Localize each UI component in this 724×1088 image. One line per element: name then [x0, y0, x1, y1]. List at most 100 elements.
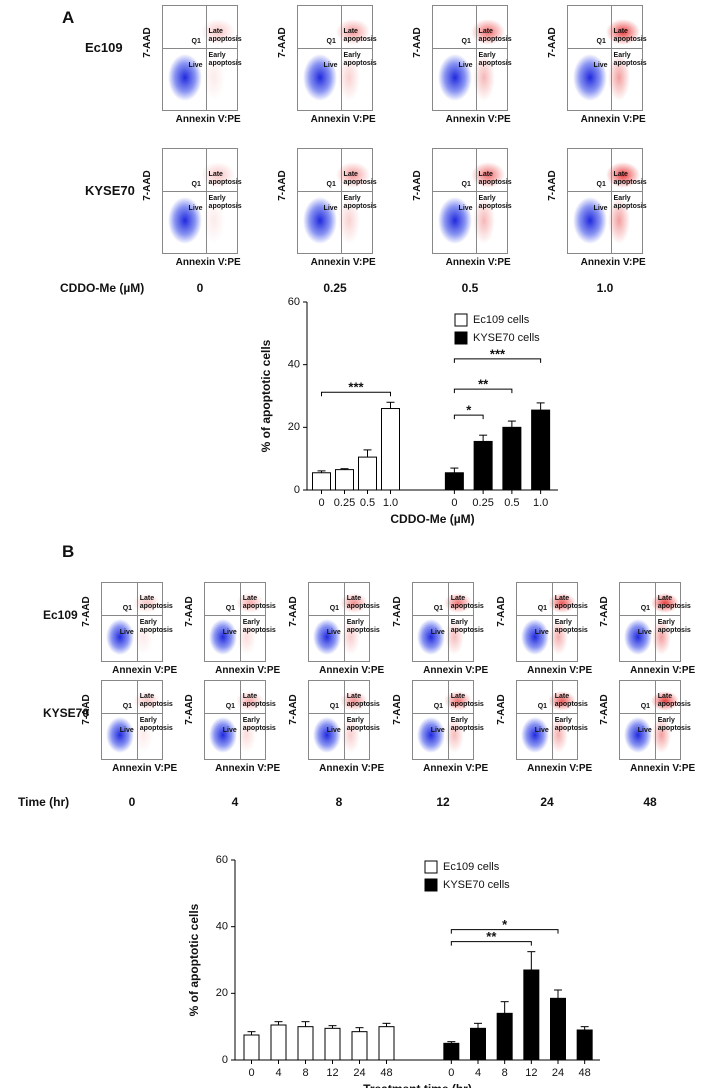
live-cloud	[416, 717, 445, 753]
y-tick-label: 20	[288, 421, 300, 433]
quadrant-line	[517, 713, 577, 714]
quadrant-line	[475, 6, 477, 110]
late-cloud	[471, 161, 506, 189]
quadrant-label: Late apoptosis	[554, 595, 588, 610]
live-cloud	[572, 196, 607, 245]
quadrant-label: Early apoptosis	[242, 619, 276, 634]
bar	[351, 1031, 368, 1061]
live-cloud	[520, 717, 549, 753]
scatter-plot: Q1 Late apoptosis Early apoptosis Live	[308, 582, 380, 662]
scatter-plot: Q1 Late apoptosis Early apoptosis Live	[162, 148, 242, 254]
row-label: KYSE70	[85, 182, 135, 198]
x-tick-label: 12	[326, 1067, 338, 1079]
quadrant-label: Late apoptosis	[450, 595, 484, 610]
quadrant-label: Late apoptosis	[613, 171, 647, 187]
quadrant-line	[298, 48, 372, 50]
legend-label: Ec109 cells	[473, 314, 530, 326]
row-label: Ec109	[85, 39, 123, 55]
quadrant-line	[568, 191, 642, 193]
quadrant-line	[517, 615, 577, 616]
quadrant-label: Late apoptosis	[657, 693, 691, 708]
quadrant-line	[343, 681, 345, 759]
late-cloud	[471, 18, 506, 46]
y-axis-label: 7-AAD	[183, 596, 195, 627]
quadrant-label: Late apoptosis	[346, 595, 380, 610]
quadrant-label: Live	[188, 205, 203, 213]
scatter-plot: Q1 Late apoptosis Early apoptosis Live	[516, 680, 588, 760]
y-axis-title: % of apoptotic cells	[259, 339, 273, 452]
condition: 12	[436, 795, 450, 809]
early-cloud	[237, 717, 256, 753]
quadrant-line	[309, 615, 369, 616]
live-cloud	[572, 53, 607, 102]
quadrant-line	[620, 713, 680, 714]
significance-label: *	[466, 403, 472, 418]
x-axis-label: Annexin V:PE	[112, 665, 178, 676]
quadrant-label: Live	[534, 629, 549, 636]
quadrant-label: Late apoptosis	[346, 693, 380, 708]
quadrant-label: Early apoptosis	[478, 195, 512, 211]
condition: 24	[540, 795, 554, 809]
late-cloud	[606, 18, 641, 46]
legend-swatch	[424, 860, 438, 874]
late-cloud	[133, 592, 161, 613]
bar	[550, 997, 566, 1061]
quadrant-label: Late apoptosis	[242, 595, 276, 610]
x-axis-label: Annexin V:PE	[175, 257, 241, 268]
late-cloud	[444, 690, 472, 711]
quadrant-line	[163, 191, 237, 193]
bar	[378, 1026, 395, 1061]
scatter-plot: Q1 Late apoptosis Early apoptosis Live	[432, 5, 512, 111]
x-tick-label: 24	[552, 1067, 564, 1079]
significance-bracket	[450, 929, 559, 934]
condition: 0.5	[461, 281, 479, 295]
x-tick-label: 24	[353, 1067, 365, 1079]
y-axis-label: 7-AAD	[141, 170, 153, 201]
early-cloud	[652, 717, 671, 753]
significance-label: ***	[348, 380, 364, 395]
scatter-plot: Q1 Late apoptosis Early apoptosis Live	[432, 148, 512, 254]
quadrant-label: Q1	[433, 605, 444, 612]
late-cloud	[606, 161, 641, 189]
scatter-plot: Q1 Late apoptosis Early apoptosis Live	[162, 5, 242, 111]
quadrant-label: Early apoptosis	[343, 52, 377, 68]
quadrant-label: Early apoptosis	[208, 195, 242, 211]
bar	[444, 472, 464, 491]
legend-swatch	[454, 313, 468, 327]
quadrant-label: Q1	[225, 703, 236, 710]
bar	[297, 1026, 314, 1061]
quadrant-label: Late apoptosis	[478, 28, 512, 44]
live-cloud	[208, 619, 237, 655]
quadrant-label: Early apoptosis	[139, 619, 173, 634]
quadrant-line	[205, 713, 265, 714]
legend-label: KYSE70 cells	[473, 332, 540, 344]
quadrant-label: Late apoptosis	[343, 28, 377, 44]
early-cloud	[445, 717, 464, 753]
bar	[496, 1012, 513, 1061]
quadrant-label: Live	[188, 62, 203, 70]
live-cloud	[208, 717, 237, 753]
early-cloud	[237, 619, 256, 655]
quadrant-line	[102, 615, 162, 616]
significance-bracket	[453, 388, 513, 394]
legend-swatch	[424, 878, 438, 892]
bar	[324, 1027, 341, 1061]
scatter-plot: Q1 Late apoptosis Early apoptosis Live	[412, 680, 484, 760]
y-tick-label: 40	[216, 921, 228, 933]
x-tick-label: 12	[525, 1067, 537, 1079]
legend-label: Ec109 cells	[443, 861, 500, 873]
quadrant-label: Late apoptosis	[450, 693, 484, 708]
quadrant-label: Late apoptosis	[343, 171, 377, 187]
late-cloud	[336, 18, 371, 46]
x-tick-label: 0.25	[472, 497, 493, 509]
live-cloud	[105, 717, 134, 753]
early-cloud	[202, 53, 226, 102]
quadrant-label: Live	[119, 727, 134, 734]
quadrant-line	[136, 583, 138, 661]
quadrant-label: Q1	[640, 605, 651, 612]
quadrant-label: Late apoptosis	[139, 595, 173, 610]
late-cloud	[651, 690, 679, 711]
x-axis-label: Annexin V:PE	[319, 763, 385, 774]
early-cloud	[472, 196, 496, 245]
live-cloud	[623, 619, 652, 655]
